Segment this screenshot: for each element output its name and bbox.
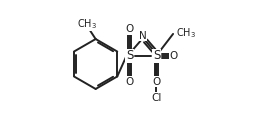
Text: O: O [125, 77, 134, 87]
Text: S: S [126, 49, 133, 62]
Text: N: N [139, 31, 147, 41]
Text: S: S [153, 49, 160, 62]
Text: CH$_3$: CH$_3$ [77, 17, 98, 31]
Text: O: O [125, 24, 134, 34]
Text: CH$_3$: CH$_3$ [176, 26, 196, 40]
Text: O: O [170, 51, 178, 61]
Text: O: O [152, 77, 161, 87]
Text: Cl: Cl [151, 93, 162, 103]
